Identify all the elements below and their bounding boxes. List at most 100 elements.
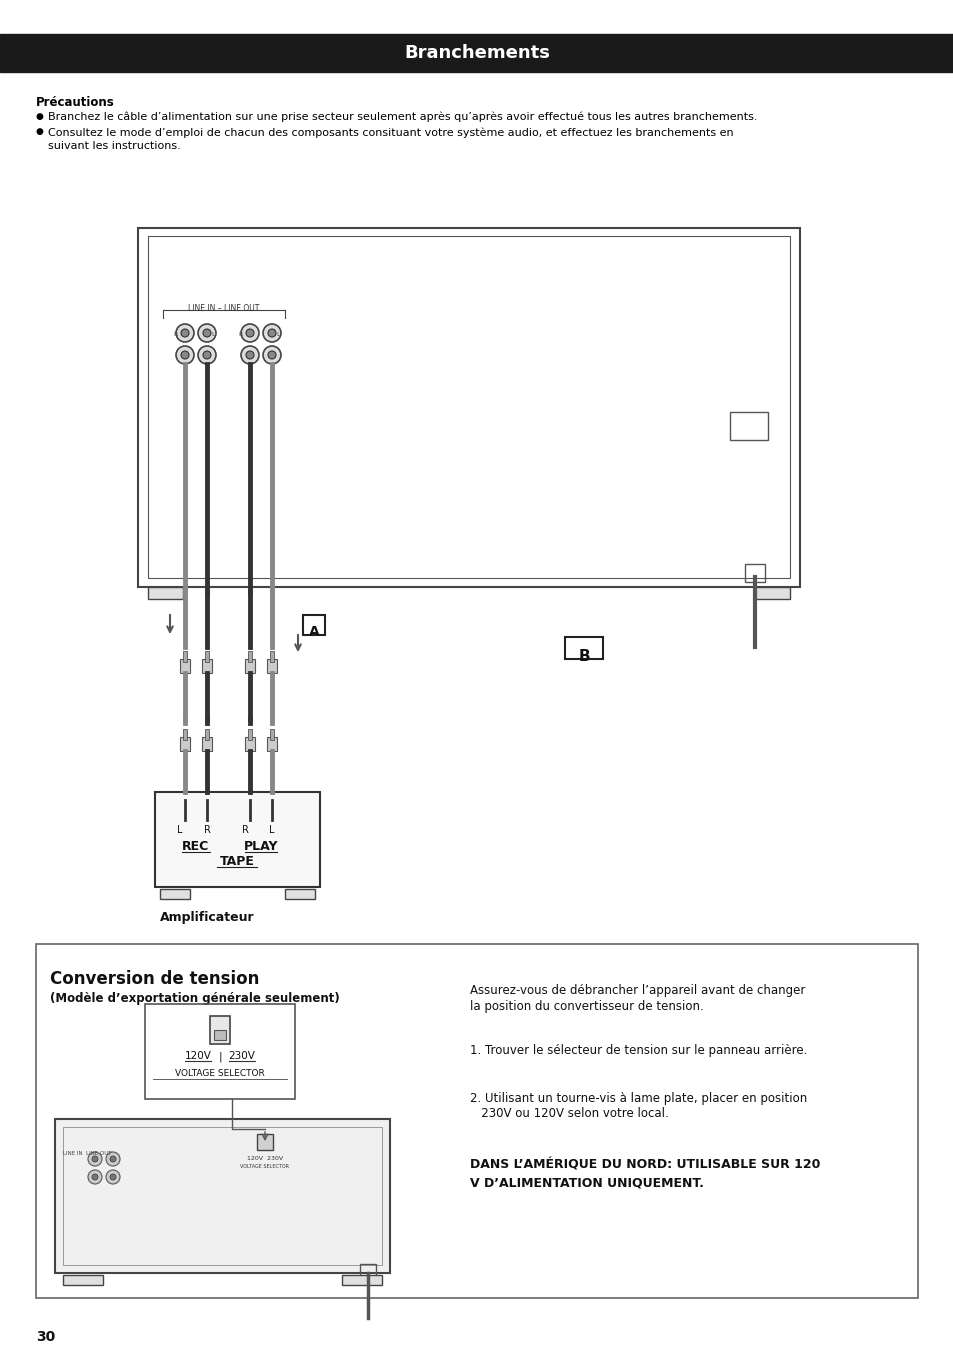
Circle shape: [246, 329, 253, 337]
Text: Branchez le câble d’alimentation sur une prise secteur seulement après qu’après : Branchez le câble d’alimentation sur une…: [48, 112, 757, 123]
Bar: [754, 587, 789, 599]
Text: VOLTAGE SELECTOR: VOLTAGE SELECTOR: [240, 1164, 289, 1170]
Bar: [55, 1120, 390, 1273]
Bar: [180, 737, 190, 751]
Bar: [202, 660, 212, 673]
Text: 1. Trouver le sélecteur de tension sur le panneau arrière.: 1. Trouver le sélecteur de tension sur l…: [470, 1044, 806, 1058]
Text: L: L: [211, 332, 214, 337]
Circle shape: [241, 324, 258, 343]
Circle shape: [91, 1156, 98, 1161]
Text: 230V ou 120V selon votre local.: 230V ou 120V selon votre local.: [470, 1108, 668, 1120]
Bar: [148, 236, 789, 577]
Circle shape: [88, 1170, 102, 1184]
Circle shape: [268, 351, 275, 359]
Text: R: R: [242, 826, 249, 835]
Text: VOLTAGE SELECTOR: VOLTAGE SELECTOR: [175, 1068, 265, 1078]
Bar: [0, 34, 953, 71]
Bar: [210, 1016, 230, 1044]
Bar: [285, 889, 314, 898]
Text: R: R: [204, 826, 211, 835]
Circle shape: [110, 1174, 116, 1180]
Circle shape: [175, 345, 193, 364]
Bar: [63, 1275, 103, 1286]
Text: A: A: [309, 625, 319, 639]
Bar: [154, 792, 319, 888]
Circle shape: [181, 351, 189, 359]
Text: R: R: [237, 332, 242, 337]
Circle shape: [106, 1152, 120, 1166]
Circle shape: [110, 1156, 116, 1161]
Bar: [205, 652, 209, 662]
Circle shape: [203, 351, 211, 359]
Bar: [564, 637, 602, 660]
Text: 30: 30: [36, 1330, 55, 1344]
Bar: [248, 652, 252, 662]
Bar: [267, 737, 276, 751]
Bar: [138, 228, 800, 587]
Text: LINE IN  LINE OUT: LINE IN LINE OUT: [63, 1151, 112, 1156]
Bar: [160, 889, 190, 898]
Bar: [63, 1126, 381, 1265]
Text: V D’ALIMENTATION UNIQUEMENT.: V D’ALIMENTATION UNIQUEMENT.: [470, 1176, 703, 1188]
Text: la position du convertisseur de tension.: la position du convertisseur de tension.: [470, 1000, 703, 1013]
Bar: [359, 1264, 375, 1278]
Text: L: L: [269, 826, 274, 835]
Bar: [744, 564, 764, 581]
Text: LINE IN – LINE OUT: LINE IN – LINE OUT: [188, 304, 259, 313]
Bar: [205, 728, 209, 741]
Bar: [213, 1031, 226, 1040]
Text: B: B: [578, 649, 589, 664]
Circle shape: [263, 324, 281, 343]
Bar: [341, 1275, 381, 1286]
Circle shape: [246, 351, 253, 359]
Text: Assurez-vous de débrancher l’appareil avant de changer: Assurez-vous de débrancher l’appareil av…: [470, 983, 804, 997]
Circle shape: [181, 329, 189, 337]
Bar: [183, 652, 187, 662]
Text: ●: ●: [36, 127, 44, 136]
Circle shape: [198, 324, 215, 343]
Circle shape: [263, 345, 281, 364]
Text: ●: ●: [36, 112, 44, 121]
Text: Consultez le mode d’emploi de chacun des composants consituant votre système aud: Consultez le mode d’emploi de chacun des…: [48, 127, 733, 138]
Text: TAPE: TAPE: [219, 855, 254, 867]
Bar: [245, 737, 254, 751]
Bar: [267, 660, 276, 673]
Text: Amplificateur: Amplificateur: [160, 911, 254, 924]
Text: L: L: [275, 332, 279, 337]
Text: 120V  230V: 120V 230V: [247, 1156, 283, 1161]
Bar: [270, 652, 274, 662]
Bar: [183, 728, 187, 741]
Bar: [245, 660, 254, 673]
Text: L: L: [177, 826, 182, 835]
Text: 230V: 230V: [229, 1051, 255, 1062]
Text: REC: REC: [182, 840, 210, 853]
Bar: [145, 1004, 294, 1099]
Bar: [270, 728, 274, 741]
Text: (Modèle d’exportation générale seulement): (Modèle d’exportation générale seulement…: [50, 992, 339, 1005]
Text: 120V: 120V: [184, 1051, 212, 1062]
Text: Conversion de tension: Conversion de tension: [50, 970, 259, 987]
Circle shape: [203, 329, 211, 337]
Text: suivant les instructions.: suivant les instructions.: [48, 142, 180, 151]
Text: Branchements: Branchements: [404, 45, 549, 62]
Text: R: R: [172, 332, 177, 337]
Bar: [148, 587, 183, 599]
Circle shape: [88, 1152, 102, 1166]
Bar: [180, 660, 190, 673]
Bar: [256, 1135, 273, 1149]
Circle shape: [91, 1174, 98, 1180]
Bar: [36, 944, 917, 1298]
Text: Précautions: Précautions: [36, 96, 114, 109]
Bar: [248, 728, 252, 741]
Text: |: |: [218, 1051, 222, 1062]
Text: PLAY: PLAY: [244, 840, 278, 853]
Circle shape: [198, 345, 215, 364]
Text: 2. Utilisant un tourne-vis à lame plate, placer en position: 2. Utilisant un tourne-vis à lame plate,…: [470, 1091, 806, 1105]
Bar: [202, 737, 212, 751]
Circle shape: [175, 324, 193, 343]
Bar: [729, 411, 767, 440]
Bar: [303, 615, 325, 635]
Circle shape: [268, 329, 275, 337]
Circle shape: [241, 345, 258, 364]
Circle shape: [106, 1170, 120, 1184]
